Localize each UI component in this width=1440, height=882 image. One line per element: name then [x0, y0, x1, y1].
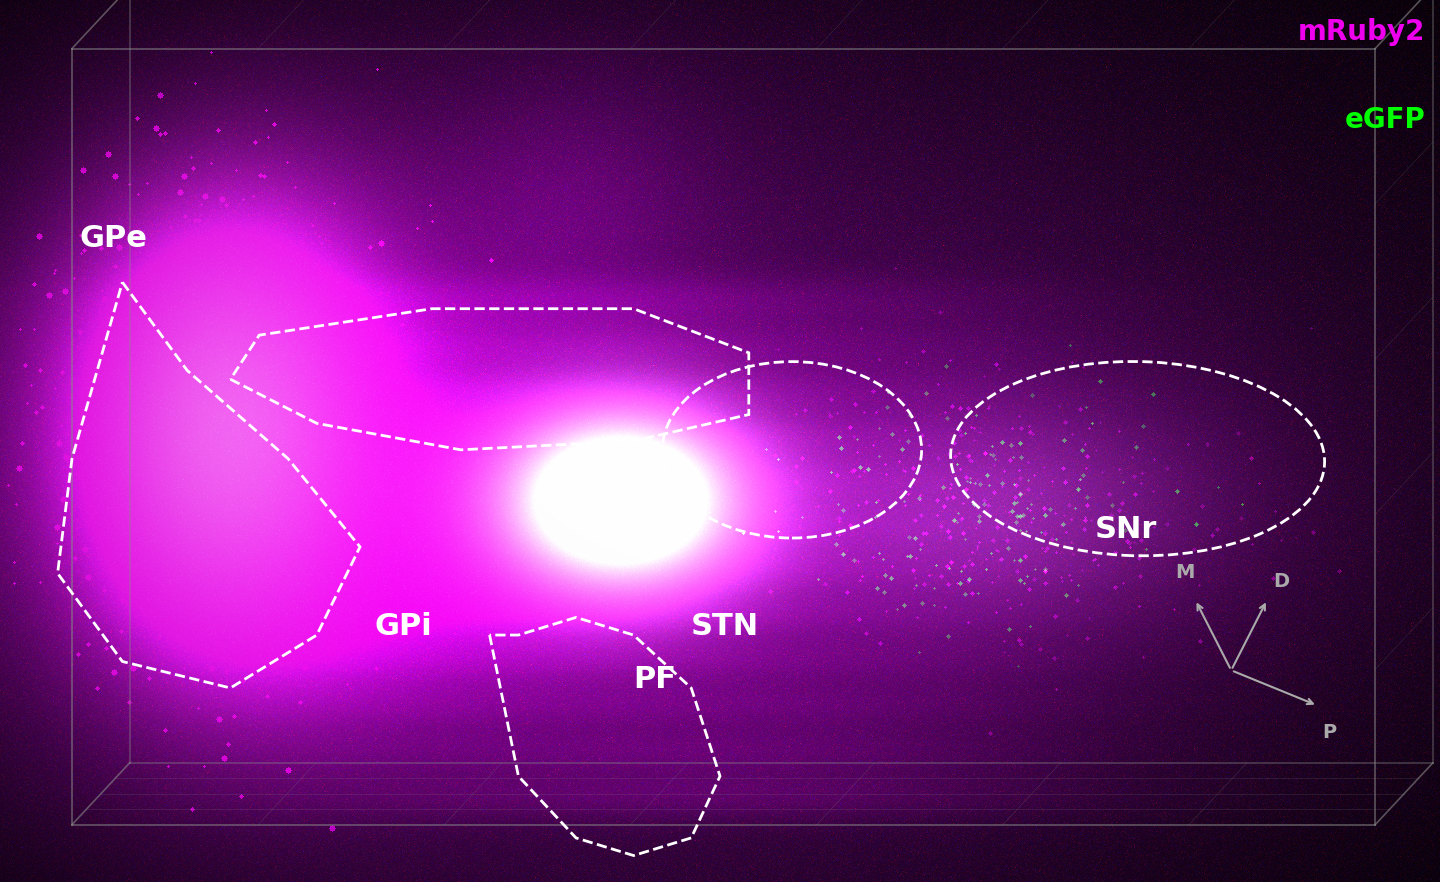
Text: STN: STN [691, 612, 759, 641]
Text: GPi: GPi [374, 612, 432, 641]
Text: mRuby2: mRuby2 [1299, 18, 1426, 46]
Text: M: M [1175, 563, 1195, 582]
Text: D: D [1273, 572, 1290, 591]
Text: SNr: SNr [1094, 515, 1156, 544]
Text: PF: PF [634, 665, 677, 694]
Text: GPe: GPe [79, 224, 147, 253]
Text: P: P [1322, 723, 1336, 743]
Text: eGFP: eGFP [1345, 106, 1426, 134]
